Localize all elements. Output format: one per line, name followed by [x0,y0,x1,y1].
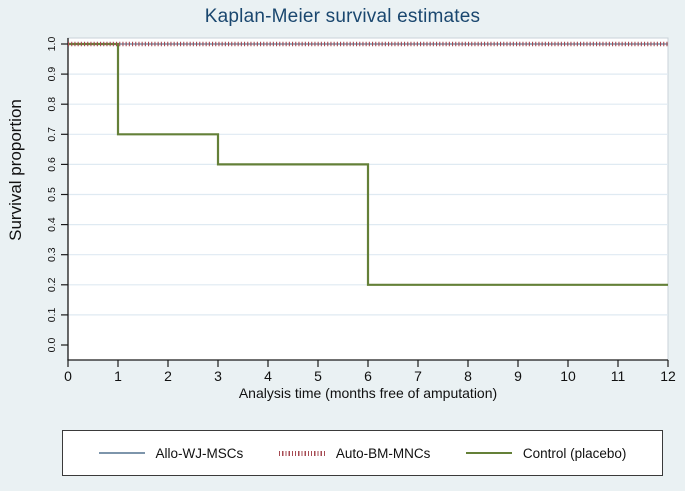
svg-text:0.5: 0.5 [46,187,58,202]
svg-text:7: 7 [414,368,422,384]
legend-item-control-placebo: Control (placebo) [465,445,627,461]
legend: Allo-WJ-MSCs Auto-BM-MNCs Control (place… [62,430,663,476]
svg-text:0.6: 0.6 [46,157,58,172]
svg-text:4: 4 [264,368,272,384]
svg-text:8: 8 [464,368,472,384]
svg-text:0.9: 0.9 [46,67,58,82]
svg-text:0.7: 0.7 [46,127,58,142]
svg-text:0.4: 0.4 [46,217,58,232]
svg-text:0.0: 0.0 [46,338,58,353]
svg-text:3: 3 [214,368,222,384]
legend-label-allo-wj-mscs: Allo-WJ-MSCs [155,445,244,461]
svg-text:6: 6 [364,368,372,384]
legend-item-auto-bm-mncs: Auto-BM-MNCs [278,445,431,461]
svg-text:0.2: 0.2 [46,277,58,292]
svg-text:9: 9 [514,368,522,384]
svg-text:2: 2 [164,368,172,384]
legend-label-auto-bm-mncs: Auto-BM-MNCs [335,445,431,461]
svg-text:5: 5 [314,368,322,384]
allo-wj-mscs-line-sample [98,452,145,454]
chart-title: Kaplan-Meier survival estimates [204,6,481,27]
km-plot: 0.00.10.20.30.40.50.60.70.80.91.00 1 2 3 4 5 6… [46,37,676,384]
legend-label-control-placebo: Control (placebo) [522,445,627,461]
x-axis-label: Analysis time (months free of amputation… [238,385,498,401]
legend-item-allo-wj-mscs: Allo-WJ-MSCs [98,445,244,461]
control-placebo-line-sample [465,452,512,454]
svg-text:11: 11 [611,368,626,384]
svg-text:0.1: 0.1 [46,307,58,322]
svg-text:10: 10 [560,368,576,384]
auto-bm-mncs-line-sample [278,450,325,456]
svg-text:12: 12 [660,368,676,384]
svg-text:1: 1 [114,368,122,384]
svg-text:0: 0 [64,368,72,384]
svg-text:0.3: 0.3 [46,247,58,262]
svg-text:1.0: 1.0 [46,37,58,52]
svg-text:0.8: 0.8 [46,97,58,112]
